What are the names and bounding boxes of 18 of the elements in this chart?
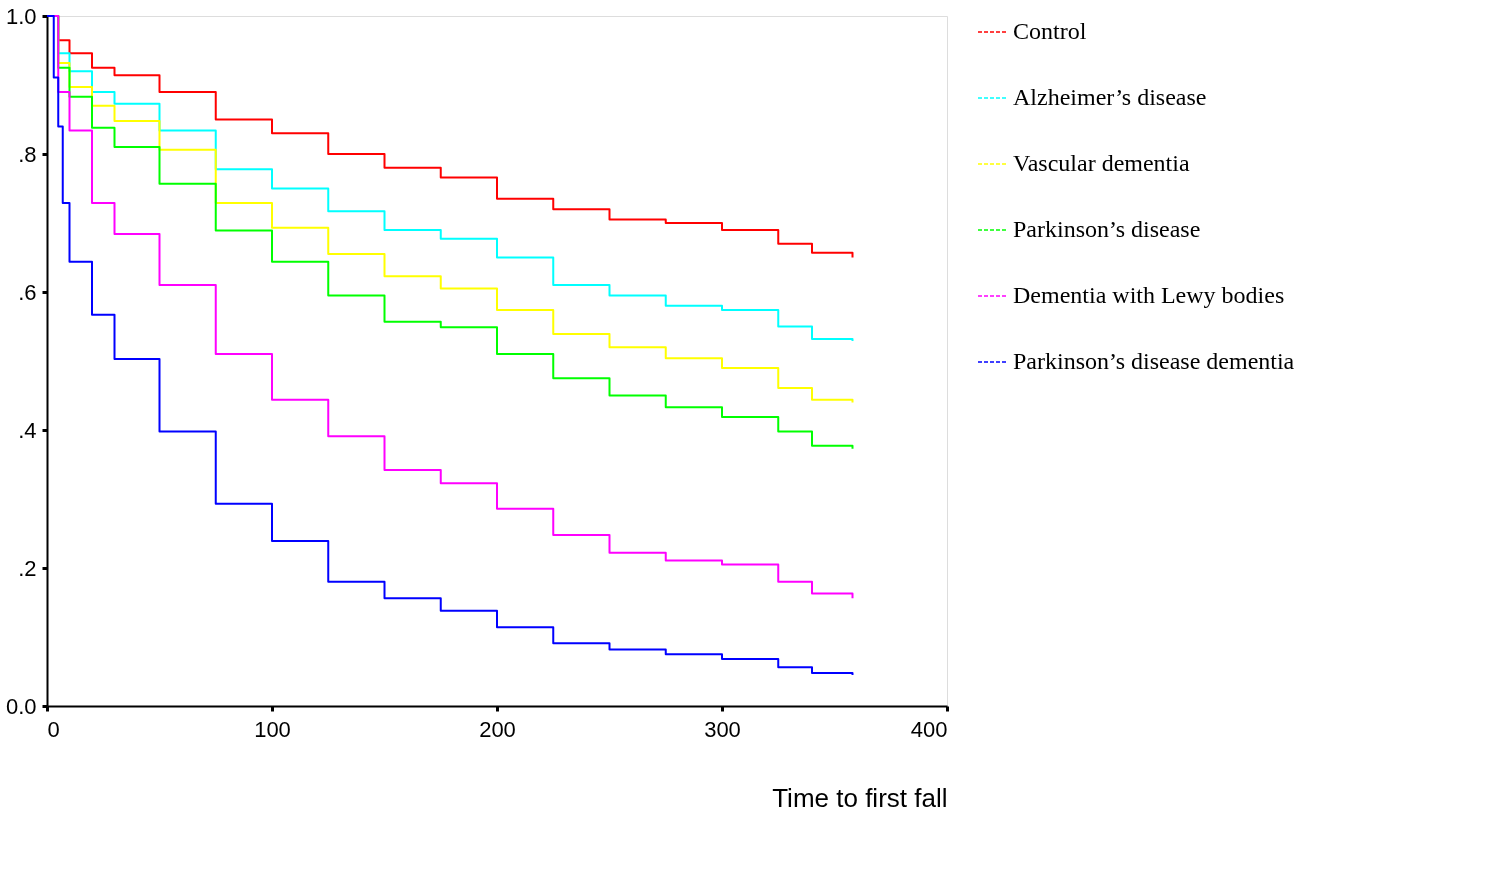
x-tick-label: 400 bbox=[910, 716, 948, 742]
y-tick-label: 0.0 bbox=[5, 693, 37, 719]
y-tick-label: .2 bbox=[18, 555, 37, 581]
legend-label: Alzheimer’s disease bbox=[1013, 84, 1207, 110]
legend-label: Parkinson’s disease dementia bbox=[1013, 348, 1295, 374]
y-tick-label: .4 bbox=[18, 417, 37, 443]
legend-label: Control bbox=[1013, 18, 1087, 44]
y-tick-label: .8 bbox=[18, 141, 37, 167]
legend-label: Dementia with Lewy bodies bbox=[1013, 282, 1285, 308]
y-tick-label: 1.0 bbox=[5, 3, 37, 29]
x-tick-label: 300 bbox=[704, 716, 741, 742]
x-tick-label: 0 bbox=[47, 716, 60, 742]
y-tick-label: .6 bbox=[18, 279, 37, 305]
legend-label: Vascular dementia bbox=[1013, 150, 1190, 176]
x-tick-label: 200 bbox=[479, 716, 516, 742]
legend-label: Parkinson’s disease bbox=[1013, 216, 1201, 242]
x-axis-title: Time to first fall bbox=[772, 782, 948, 813]
x-tick-label: 100 bbox=[254, 716, 291, 742]
